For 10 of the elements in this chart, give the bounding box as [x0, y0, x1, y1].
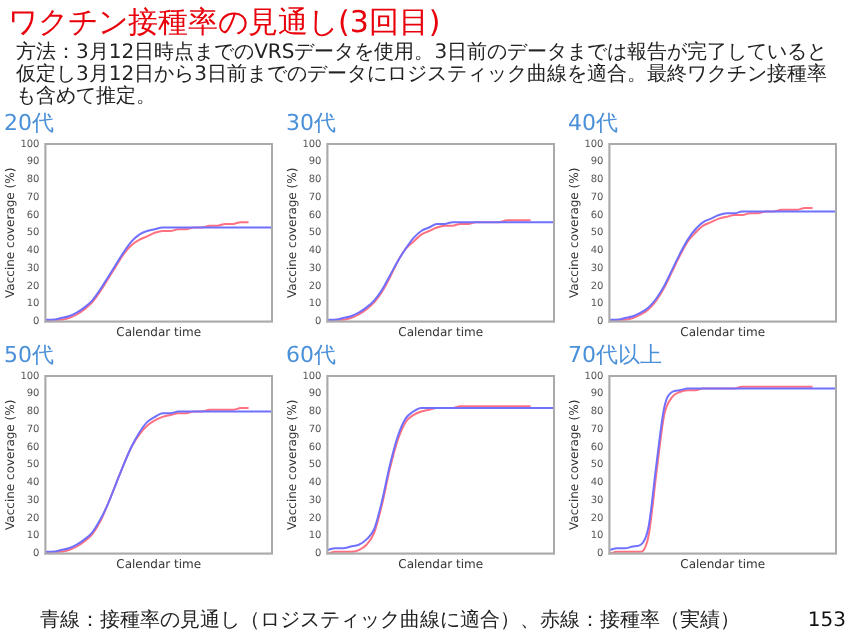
text: 青線：接種率の見通し（ロジスティック曲線に適合）、赤線：接種率（実績）: [40, 610, 740, 634]
text: ワクチン接種率の見通し(3回目): [8, 4, 443, 40]
chart-title: 70代以上: [568, 342, 664, 368]
chart-title: 30代: [286, 110, 338, 136]
chart-title: 50代: [4, 342, 56, 368]
chart-title: 20代: [4, 110, 56, 136]
text: 方法：3月12日時点までのVRSデータを使用。3日前のデータまでは報告が完了していると仮定し3月12日から3日前までのデータにロジスティック曲線を適合。最終ワクチン接種率も含めて推定。: [16, 42, 830, 108]
chart-title: 40代: [568, 110, 620, 136]
text: 153: [807, 610, 846, 634]
chart-title: 60代: [286, 342, 338, 368]
